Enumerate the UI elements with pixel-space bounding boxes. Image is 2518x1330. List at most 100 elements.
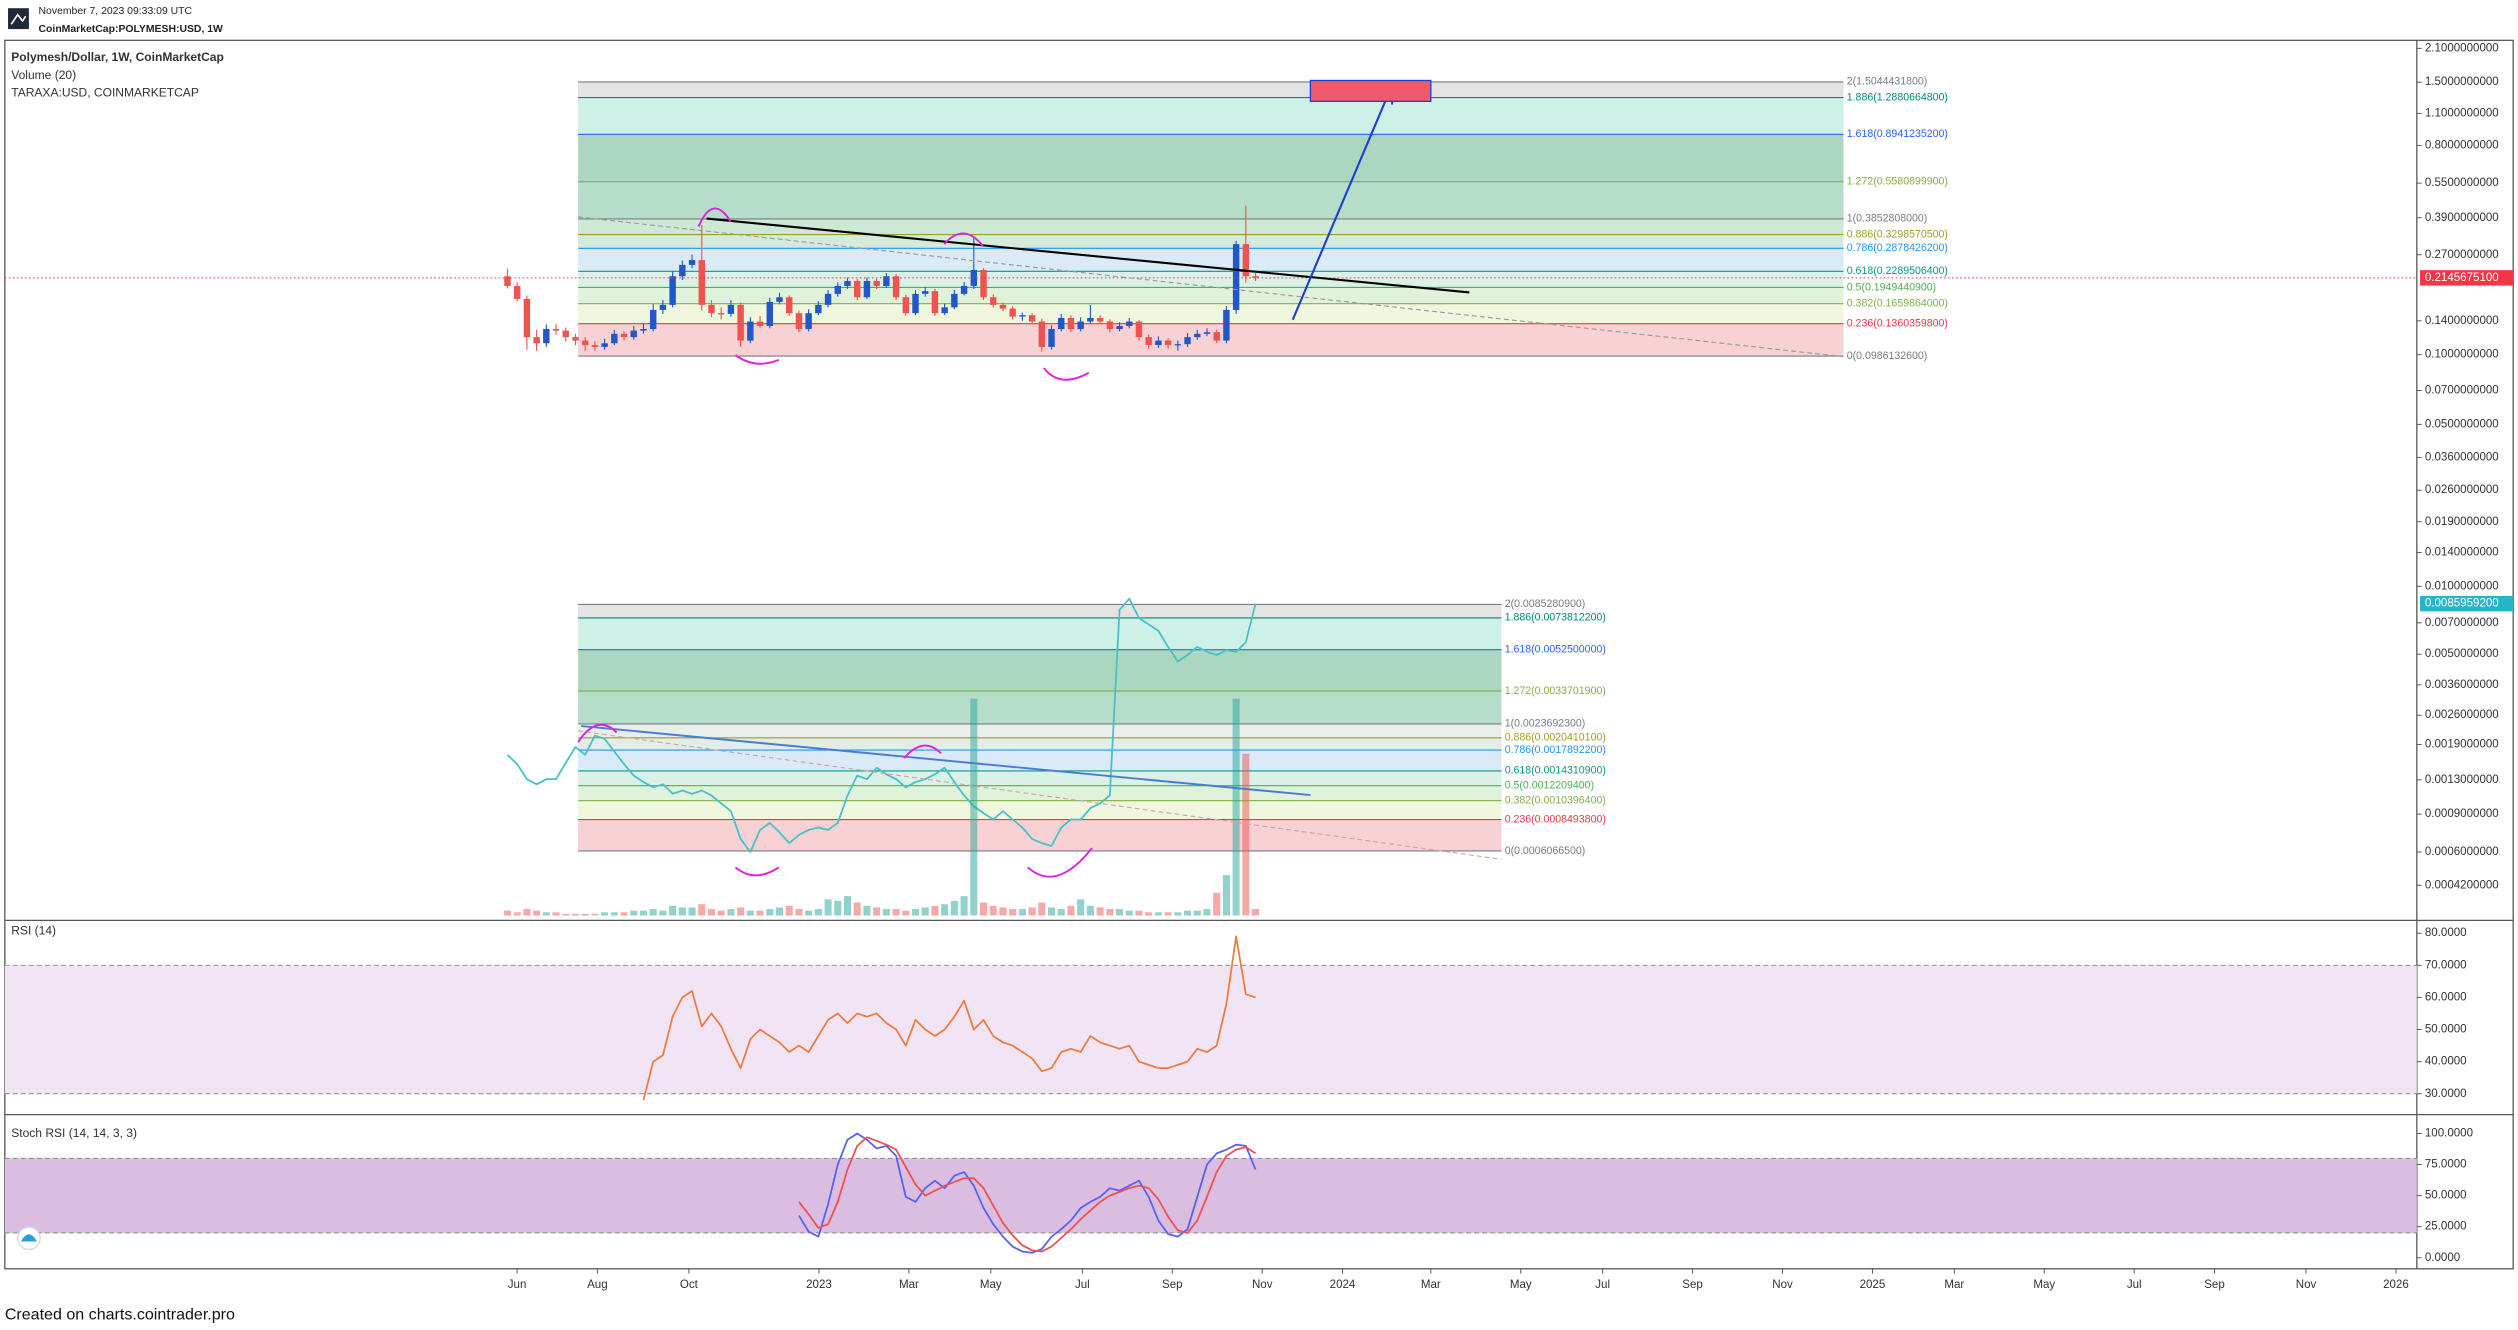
candle-body [951, 293, 958, 308]
x-tick-label: Nov [2296, 1279, 2317, 1291]
fib-zone [578, 604, 1502, 618]
fib-label: 1.618(0.8941235200) [1847, 128, 1948, 140]
y-tick-label: 2.1000000000 [2425, 42, 2499, 54]
candle-body [688, 260, 696, 265]
volume-bar [999, 907, 1007, 916]
volume-bar [863, 905, 871, 916]
fib-zone [578, 287, 1844, 304]
x-tick-label: Mar [1421, 1279, 1441, 1291]
y-tick-label: 0.0700000000 [2425, 385, 2499, 397]
fib-zone [578, 723, 1502, 738]
candle-body [883, 276, 890, 286]
candle-body [1155, 340, 1162, 346]
y-tick-label: 1.1000000000 [2425, 107, 2499, 119]
volume-bar [717, 910, 725, 916]
arc [697, 207, 732, 227]
fib-label: 1(0.3852808000) [1847, 213, 1928, 225]
arc [1043, 367, 1090, 381]
y-tick-label: 25.0000 [2425, 1221, 2467, 1233]
y-tick-label: 0.0100000000 [2425, 580, 2499, 592]
candle-body [1252, 276, 1259, 278]
volume-bar [1106, 909, 1114, 916]
volume-bar [834, 900, 842, 916]
volume-bar [630, 910, 638, 916]
arc [734, 866, 780, 877]
y-tick-label: 30.0000 [2425, 1088, 2467, 1100]
rsi-band [4, 1158, 2417, 1233]
pane-title: Polymesh/Dollar, 1W, CoinMarketCap [11, 50, 224, 64]
volume-bar [737, 907, 745, 916]
trend-line [581, 725, 1311, 797]
fib-label: 0(0.0006066500) [1505, 845, 1586, 857]
candle-body [591, 345, 599, 347]
x-tick-label: Sep [2204, 1279, 2225, 1291]
volume-bar [1193, 910, 1201, 916]
volume-bar [649, 909, 657, 916]
x-tick-label: Mar [1944, 1279, 1964, 1291]
fib-zone [578, 271, 1844, 288]
candle-body [941, 307, 948, 314]
volume-bar [1067, 905, 1075, 916]
last-price-label: 0.0085959200 [2425, 598, 2499, 610]
volume-bar [970, 698, 978, 916]
volume-bar [1164, 912, 1172, 916]
y-tick-label: 60.0000 [2425, 991, 2467, 1003]
volume-bar [542, 912, 550, 916]
volume-bar [1154, 912, 1162, 916]
x-tick-label: Sep [1682, 1279, 1703, 1291]
volume-bar [843, 896, 852, 916]
volume-bar [503, 910, 511, 916]
footer: Created on charts.cointrader.pro [5, 1306, 235, 1324]
volume-bar [1115, 909, 1124, 916]
pane-title: TARAXA:USD, COINMARKETCAP [11, 85, 199, 99]
y-tick-label: 0.0050000000 [2425, 648, 2499, 660]
candle-body [1184, 337, 1191, 345]
x-tick-label: Mar [899, 1279, 919, 1291]
volume-bar [1018, 909, 1026, 916]
volume-bar [902, 910, 910, 916]
trend-line [706, 217, 1470, 294]
volume-bar [1038, 902, 1046, 916]
volume-bar [552, 912, 560, 916]
candle-body [737, 304, 744, 341]
volume-bar [785, 905, 793, 916]
trend-line-dashed [578, 216, 1844, 358]
candle-body [999, 304, 1007, 309]
y-tick-label: 75.0000 [2425, 1159, 2467, 1171]
x-tick-label: Jul [1075, 1279, 1090, 1291]
fib-label: 1.272(0.0033701900) [1505, 685, 1606, 697]
volume-bar [688, 907, 696, 916]
candle-body [1174, 344, 1182, 346]
fib-label: 0.618(0.0014310900) [1505, 765, 1606, 777]
fib-zone [578, 785, 1502, 801]
volume-bar [727, 909, 735, 916]
candle-body [1096, 317, 1104, 322]
y-tick-label: 0.0026000000 [2425, 709, 2499, 721]
volume-bar [1213, 892, 1221, 916]
volume-bar [1086, 905, 1094, 916]
volume-bar [805, 910, 813, 916]
x-tick-label: Jul [1595, 1279, 1610, 1291]
y-tick-label: 0.0360000000 [2425, 451, 2499, 463]
volume-bar [639, 910, 648, 916]
volume-bar [931, 905, 939, 916]
y-tick-label: 0.1400000000 [2425, 315, 2499, 327]
volume-bar [921, 907, 929, 916]
fib-zone [578, 218, 1844, 235]
x-tick-label: May [980, 1279, 1002, 1291]
arc [1027, 847, 1093, 878]
candle-body [1028, 315, 1036, 322]
volume-bar [1222, 875, 1230, 916]
volume-bar [523, 909, 531, 916]
candle-body [844, 280, 851, 286]
y-tick-label: 0.0500000000 [2425, 418, 2499, 430]
fib-label: 0.5(0.1949440900) [1847, 281, 1936, 293]
rsi-band [4, 965, 2417, 1094]
fib-zone [578, 819, 1502, 851]
candle-body [1164, 340, 1172, 346]
timestamp: November 7, 2023 09:33:09 UTC [39, 6, 193, 17]
line-series [642, 935, 1256, 1101]
pane-title: Stoch RSI (14, 14, 3, 3) [11, 1126, 137, 1140]
candle-body [785, 297, 793, 314]
